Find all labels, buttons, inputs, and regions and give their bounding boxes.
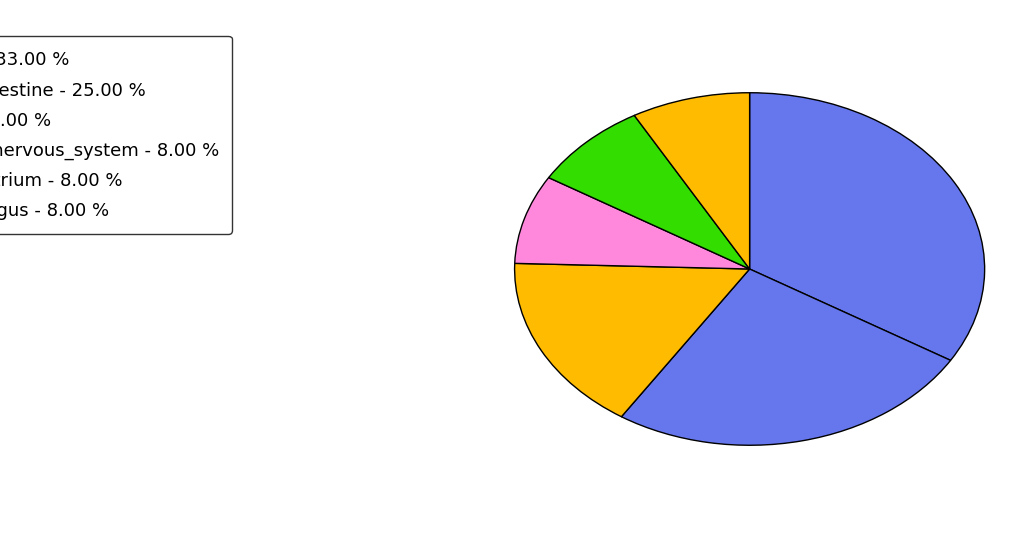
Wedge shape [634,93,750,269]
Wedge shape [621,269,950,445]
Wedge shape [515,178,750,269]
Legend: breast - 33.00 %, large_intestine - 25.00 %, lung - 16.00 %, central_nervous_sys: breast - 33.00 %, large_intestine - 25.0… [0,36,232,233]
Wedge shape [549,116,750,269]
Wedge shape [515,263,750,417]
Wedge shape [750,93,985,360]
